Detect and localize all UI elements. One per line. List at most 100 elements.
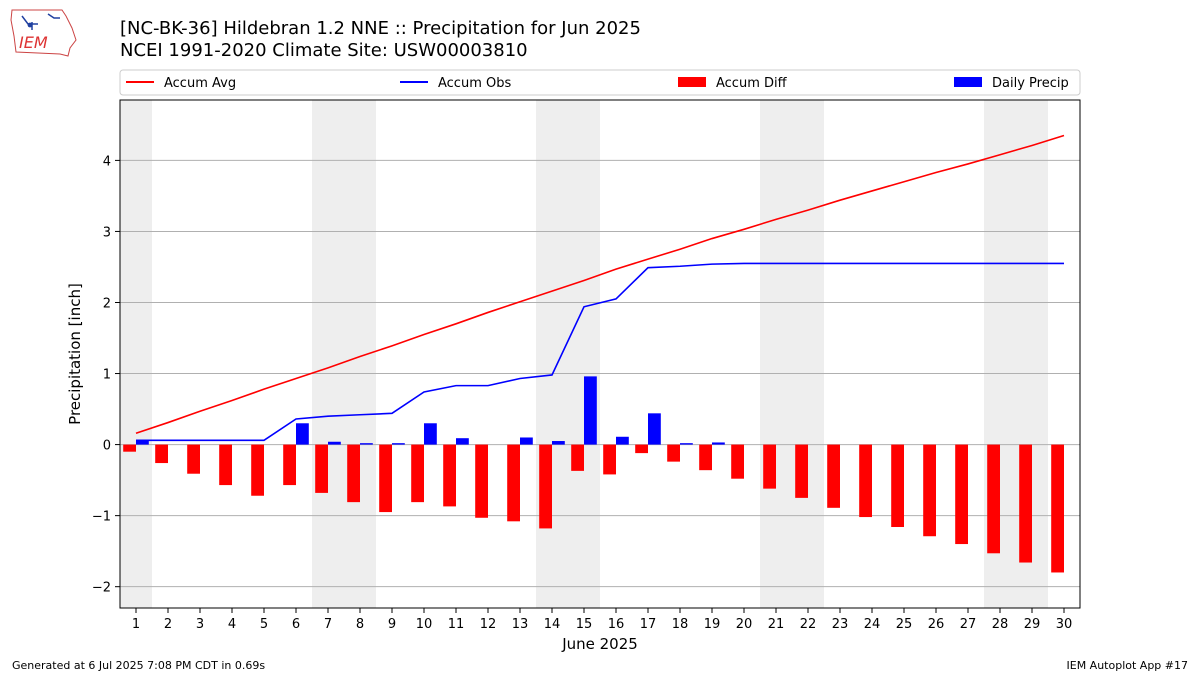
x-tick-label: 25: [896, 617, 913, 632]
weekend-shade: [568, 100, 600, 608]
generated-footer: Generated at 6 Jul 2025 7:08 PM CDT in 0…: [12, 659, 266, 672]
accum-diff-bar: [827, 444, 840, 508]
x-tick-label: 7: [324, 617, 332, 632]
accum-diff-bar: [251, 444, 264, 496]
lines: [135, 134, 1065, 442]
x-tick-label: 4: [228, 617, 236, 632]
x-tick-label: 20: [736, 617, 753, 632]
daily-precip-bar: [296, 423, 309, 445]
accum-diff-bar: [443, 444, 456, 507]
x-tick-label: 1: [132, 617, 140, 632]
bars: [123, 376, 1064, 573]
daily-precip-bar: [136, 440, 149, 445]
legend-label: Daily Precip: [992, 76, 1069, 91]
accum-diff-bar: [731, 444, 744, 479]
legend-label: Accum Obs: [438, 76, 511, 91]
x-tick-label: 13: [512, 617, 529, 632]
weekend-shade: [312, 100, 344, 608]
x-tick-label: 5: [260, 617, 268, 632]
iem-logo: IEM: [10, 9, 77, 57]
accum-diff-bar: [1051, 444, 1064, 573]
x-tick-label: 11: [448, 617, 465, 632]
accum-diff-bar: [667, 444, 680, 462]
legend-bar-swatch: [954, 77, 982, 87]
legend-label: Accum Avg: [164, 76, 236, 91]
accum-diff-bar: [859, 444, 872, 518]
daily-precip-bar: [520, 437, 533, 445]
accum-diff-bar: [571, 444, 584, 471]
chart-subtitle: NCEI 1991-2020 Climate Site: USW00003810: [120, 40, 528, 61]
accum-avg-line: [135, 134, 1065, 434]
daily-precip-bar: [680, 443, 693, 445]
y-tick-label: 2: [103, 296, 111, 311]
app-footer: IEM Autoplot App #17: [1066, 659, 1189, 672]
accum-diff-bar: [411, 444, 424, 503]
daily-precip-bar: [392, 443, 405, 445]
accum-diff-bar: [507, 444, 520, 522]
accum-diff-bar: [379, 444, 392, 513]
daily-precip-bar: [648, 413, 661, 445]
weekend-shade: [120, 100, 152, 608]
accum-diff-bar: [219, 444, 232, 486]
weekend-shade: [760, 100, 792, 608]
y-tick-label: 3: [103, 225, 111, 240]
accum-diff-bar: [603, 444, 616, 475]
y-axis-label: Precipitation [inch]: [66, 283, 84, 425]
x-tick-label: 3: [196, 617, 204, 632]
logo-text: IEM: [19, 33, 48, 52]
accum-diff-bar: [315, 444, 328, 493]
daily-precip-bar: [584, 376, 597, 445]
x-tick-label: 2: [164, 617, 172, 632]
daily-precip-bar: [360, 443, 373, 445]
accum-diff-bar: [283, 444, 296, 486]
accum-diff-bar: [923, 444, 936, 537]
y-tick-label: −1: [92, 510, 111, 525]
x-tick-label: 14: [544, 617, 561, 632]
x-tick-label: 27: [960, 617, 977, 632]
weekend-shade: [344, 100, 376, 608]
y-tick-label: 1: [103, 368, 111, 383]
x-tick-label: 28: [992, 617, 1009, 632]
accum-diff-bar: [123, 444, 136, 452]
x-tick-label: 16: [608, 617, 625, 632]
daily-precip-bar: [328, 441, 341, 445]
x-tick-label: 29: [1024, 617, 1041, 632]
accum-diff-bar: [155, 444, 168, 464]
x-tick-label: 9: [388, 617, 396, 632]
accum-diff-bar: [987, 444, 1000, 554]
y-tick-label: 0: [103, 439, 111, 454]
x-axis-label: June 2025: [561, 635, 638, 653]
x-tick-label: 18: [672, 617, 689, 632]
accum-diff-bar: [955, 444, 968, 545]
accum-diff-bar: [347, 444, 360, 503]
legend-box: [119, 69, 1081, 96]
weekend-shade: [536, 100, 568, 608]
accum-diff-bar: [699, 444, 712, 471]
daily-precip-bar: [712, 442, 725, 445]
legend-label: Accum Diff: [716, 76, 788, 91]
chart-title: [NC-BK-36] Hildebran 1.2 NNE :: Precipit…: [120, 18, 641, 39]
accum-diff-bar: [539, 444, 552, 529]
x-tick-label: 23: [832, 617, 849, 632]
x-tick-label: 15: [576, 617, 593, 632]
x-tick-label: 22: [800, 617, 817, 632]
legend: Accum Avg Accum Obs Accum Diff Daily Precip: [119, 69, 1081, 96]
weekend-shading: [120, 100, 1048, 608]
plot-frame: [119, 99, 1081, 609]
daily-precip-bar: [456, 438, 469, 445]
legend-bar-swatch: [678, 77, 706, 87]
accum-diff-bar: [763, 444, 776, 489]
accum-diff-bar: [795, 444, 808, 498]
x-tick-label: 24: [864, 617, 881, 632]
accum-obs-line: [136, 262, 1064, 442]
x-tick-label: 21: [768, 617, 785, 632]
x-tick-label: 26: [928, 617, 945, 632]
accum-diff-bar: [475, 444, 488, 518]
accum-diff-bar: [891, 444, 904, 528]
x-tick-label: 19: [704, 617, 721, 632]
x-tick-label: 30: [1056, 617, 1073, 632]
x-tick-label: 17: [640, 617, 657, 632]
weekend-shade: [792, 100, 824, 608]
daily-precip-bar: [552, 441, 565, 445]
